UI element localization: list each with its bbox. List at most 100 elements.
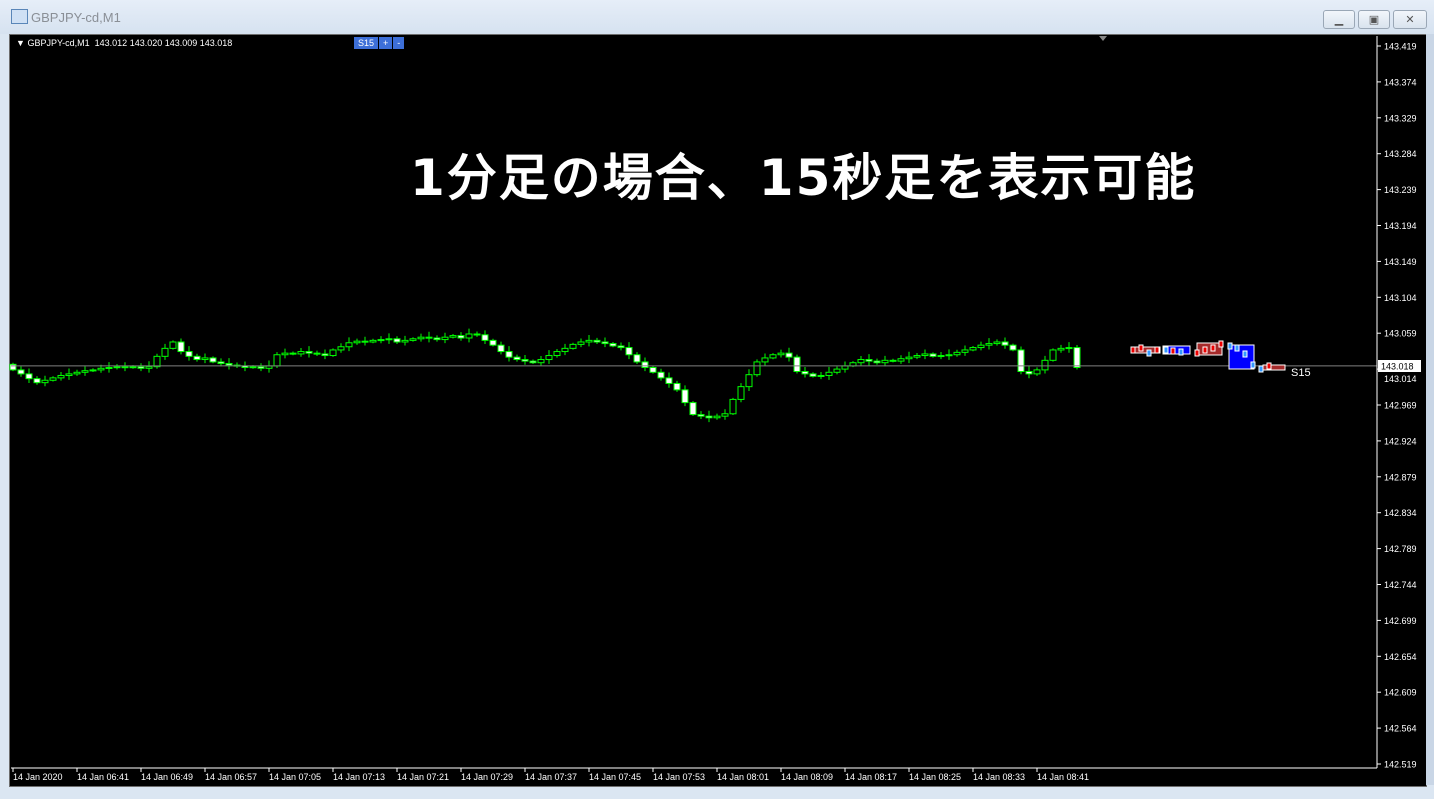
candle-bull (57, 374, 65, 379)
s15-candle (1178, 348, 1184, 356)
price-tick-label: 143.014 (1384, 374, 1417, 384)
time-tick-label: 14 Jan 08:33 (973, 772, 1025, 782)
candle-bull (353, 340, 361, 344)
candle-bear (489, 339, 497, 346)
candle-bear (289, 352, 297, 355)
candle-bull (881, 359, 889, 364)
time-tick-label: 14 Jan 08:01 (717, 772, 769, 782)
candle-bull (833, 368, 841, 373)
candle-bear (929, 353, 937, 357)
candle-bear (673, 382, 681, 391)
candle-bull (961, 349, 969, 353)
candle-bull (713, 415, 721, 419)
time-tick-label: 14 Jan 07:05 (269, 772, 321, 782)
price-tick-label: 143.419 (1384, 42, 1417, 52)
price-tick-label: 142.969 (1384, 401, 1417, 411)
time-tick-label: 14 Jan 2020 (13, 772, 63, 782)
candle-bear (209, 357, 217, 363)
time-tick-label: 14 Jan 08:25 (909, 772, 961, 782)
candle-bear (393, 338, 401, 343)
candle-bear (809, 373, 817, 377)
price-tick-label: 143.104 (1384, 293, 1417, 303)
candle-bull (537, 359, 545, 364)
candle-bull (1057, 347, 1065, 351)
time-tick-label: 14 Jan 08:17 (845, 772, 897, 782)
zoom-out-button[interactable]: - (393, 37, 405, 49)
candle-bull (545, 355, 553, 361)
price-tick-label: 143.329 (1384, 113, 1417, 123)
close-button[interactable]: ✕ (1393, 10, 1427, 29)
candle-bear (193, 355, 201, 361)
candle-bull (1033, 369, 1041, 375)
candle-bull (1065, 347, 1073, 350)
candle-bull (41, 379, 49, 384)
candle-bear (697, 414, 705, 417)
timeframe-panel: S15 + - (354, 37, 405, 49)
candle-bull (49, 377, 57, 381)
candle-bull (857, 359, 865, 364)
window-title: GBPJPY-cd,M1 (31, 10, 121, 25)
candle-bear (217, 361, 225, 365)
s15-box (1196, 342, 1223, 356)
price-tick-label: 143.194 (1384, 221, 1417, 231)
candle-bear (185, 351, 193, 357)
current-price-label: 143.018 (1381, 362, 1414, 372)
price-tick-label: 142.834 (1384, 508, 1417, 518)
candle-bear (313, 352, 321, 355)
candle-bear (481, 334, 489, 341)
time-tick-label: 14 Jan 07:53 (653, 772, 705, 782)
candle-bull (281, 352, 289, 356)
candle-bear (689, 402, 697, 416)
candle-bull (297, 351, 305, 355)
candle-bear (9, 363, 17, 371)
chart-shift-marker-icon (1099, 36, 1107, 41)
candle-bear (785, 352, 793, 358)
candle-bull (81, 370, 89, 373)
candle-bull (985, 343, 993, 346)
zoom-in-button[interactable]: + (379, 37, 393, 49)
candle-bull (825, 371, 833, 376)
time-tick-label: 14 Jan 07:13 (333, 772, 385, 782)
s15-button[interactable]: S15 (354, 37, 379, 49)
candle-bull (385, 338, 393, 341)
time-tick-label: 14 Jan 06:57 (205, 772, 257, 782)
candle-bull (561, 347, 569, 353)
window-titlebar: GBPJPY-cd,M1 ▁ ▣ ✕ (0, 0, 1434, 34)
candle-bear (865, 359, 873, 362)
s15-candle (1170, 347, 1176, 355)
candle-bear (137, 366, 145, 369)
ohlc-values: 143.012 143.020 143.009 143.018 (94, 38, 233, 48)
candle-bull (937, 355, 945, 358)
candle-bull (97, 367, 105, 371)
candle-bull (201, 357, 209, 361)
candle-bear (705, 415, 713, 419)
candle-bull (449, 335, 457, 338)
candle-bull (945, 354, 953, 357)
candle-bull (753, 361, 761, 376)
close-icon: ✕ (1405, 13, 1415, 26)
candle-bear (601, 341, 609, 345)
candle-bull (369, 339, 377, 343)
minimize-button[interactable]: ▁ (1323, 10, 1355, 29)
candle-bull (729, 398, 737, 415)
candle-bear (121, 366, 129, 369)
candle-bear (657, 371, 665, 379)
maximize-button[interactable]: ▣ (1358, 10, 1390, 29)
candle-bear (473, 333, 481, 336)
candle-bull (921, 353, 929, 357)
price-tick-label: 142.609 (1384, 688, 1417, 698)
dropdown-triangle-icon[interactable]: ▼ (16, 38, 25, 48)
chart-window-icon (11, 9, 28, 24)
candle-bear (529, 360, 537, 364)
s15-candle (1202, 346, 1208, 354)
candle-bull (73, 371, 81, 375)
candle-bear (1025, 370, 1033, 375)
candle-bear (225, 363, 233, 366)
time-tick-label: 14 Jan 08:09 (781, 772, 833, 782)
candle-bull (409, 338, 417, 341)
candle-bull (249, 366, 257, 369)
candle-bear (521, 359, 529, 362)
s15-box (1262, 364, 1286, 371)
chart-window[interactable] (9, 34, 1427, 787)
